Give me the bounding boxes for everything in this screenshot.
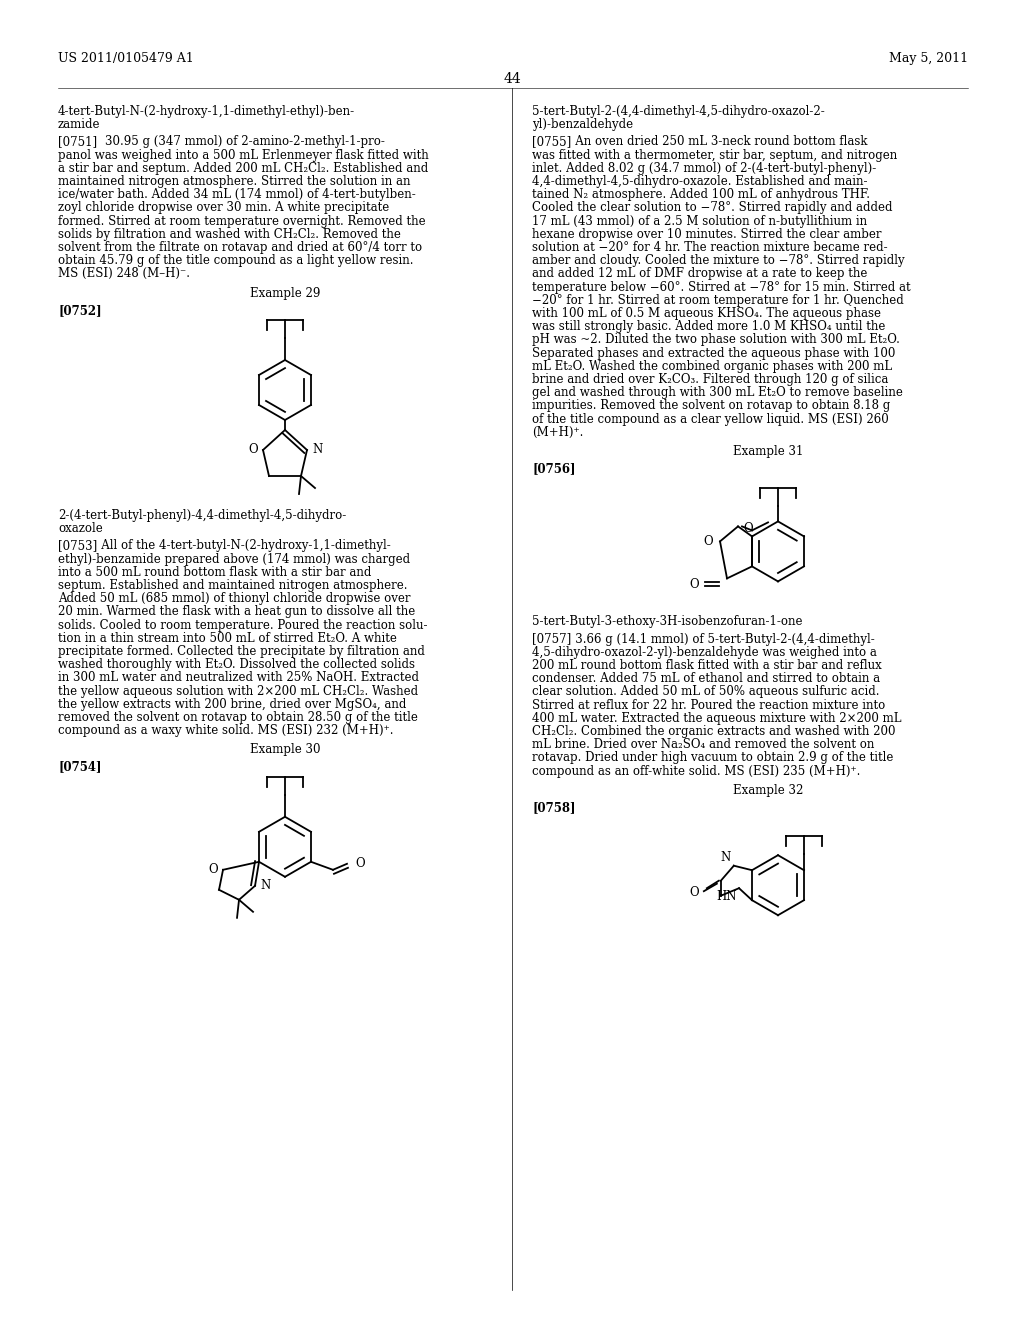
Text: Cooled the clear solution to −78°. Stirred rapidly and added: Cooled the clear solution to −78°. Stirr…: [532, 202, 893, 214]
Text: O: O: [703, 535, 713, 548]
Text: solids. Cooled to room temperature. Poured the reaction solu-: solids. Cooled to room temperature. Pour…: [58, 619, 427, 631]
Text: gel and washed through with 300 mL Et₂O to remove baseline: gel and washed through with 300 mL Et₂O …: [532, 387, 903, 399]
Text: tained N₂ atmosphere. Added 100 mL of anhydrous THF.: tained N₂ atmosphere. Added 100 mL of an…: [532, 189, 870, 201]
Text: inlet. Added 8.02 g (34.7 mmol) of 2-(4-tert-butyl-phenyl)-: inlet. Added 8.02 g (34.7 mmol) of 2-(4-…: [532, 162, 877, 174]
Text: ice/water bath. Added 34 mL (174 mmol) of 4-tert-butylben-: ice/water bath. Added 34 mL (174 mmol) o…: [58, 189, 416, 201]
Text: O: O: [249, 444, 258, 457]
Text: An oven dried 250 mL 3-neck round bottom flask: An oven dried 250 mL 3-neck round bottom…: [564, 136, 867, 148]
Text: CH₂Cl₂. Combined the organic extracts and washed with 200: CH₂Cl₂. Combined the organic extracts an…: [532, 725, 896, 738]
Text: the yellow extracts with 200 brine, dried over MgSO₄, and: the yellow extracts with 200 brine, drie…: [58, 698, 407, 710]
Text: Example 31: Example 31: [733, 445, 803, 458]
Text: O: O: [355, 857, 365, 870]
Text: 400 mL water. Extracted the aqueous mixture with 2×200 mL: 400 mL water. Extracted the aqueous mixt…: [532, 711, 901, 725]
Text: tion in a thin stream into 500 mL of stirred Et₂O. A white: tion in a thin stream into 500 mL of sti…: [58, 632, 397, 644]
Text: All of the 4-tert-butyl-N-(2-hydroxy-1,1-dimethyl-: All of the 4-tert-butyl-N-(2-hydroxy-1,1…: [90, 540, 391, 552]
Text: O: O: [689, 578, 699, 591]
Text: [0752]: [0752]: [58, 304, 101, 317]
Text: hexane dropwise over 10 minutes. Stirred the clear amber: hexane dropwise over 10 minutes. Stirred…: [532, 228, 882, 240]
Text: brine and dried over K₂CO₃. Filtered through 120 g of silica: brine and dried over K₂CO₃. Filtered thr…: [532, 374, 889, 385]
Text: MS (ESI) 248 (M–H)⁻.: MS (ESI) 248 (M–H)⁻.: [58, 268, 190, 280]
Text: zoyl chloride dropwise over 30 min. A white precipitate: zoyl chloride dropwise over 30 min. A wh…: [58, 202, 389, 214]
Text: [0751]: [0751]: [58, 136, 97, 148]
Text: was still strongly basic. Added more 1.0 M KHSO₄ until the: was still strongly basic. Added more 1.0…: [532, 321, 886, 333]
Text: [0756]: [0756]: [532, 462, 575, 475]
Text: N: N: [260, 879, 270, 892]
Text: O: O: [209, 863, 218, 876]
Text: 17 mL (43 mmol) of a 2.5 M solution of n-butyllithium in: 17 mL (43 mmol) of a 2.5 M solution of n…: [532, 215, 867, 227]
Text: 3.66 g (14.1 mmol) of 5-tert-Butyl-2-(4,4-dimethyl-: 3.66 g (14.1 mmol) of 5-tert-Butyl-2-(4,…: [564, 632, 874, 645]
Text: solids by filtration and washed with CH₂Cl₂. Removed the: solids by filtration and washed with CH₂…: [58, 228, 400, 240]
Text: obtain 45.79 g of the title compound as a light yellow resin.: obtain 45.79 g of the title compound as …: [58, 255, 414, 267]
Text: N: N: [721, 850, 731, 863]
Text: septum. Established and maintained nitrogen atmosphere.: septum. Established and maintained nitro…: [58, 579, 408, 591]
Text: zamide: zamide: [58, 119, 100, 131]
Text: 30.95 g (347 mmol) of 2-amino-2-methyl-1-pro-: 30.95 g (347 mmol) of 2-amino-2-methyl-1…: [90, 136, 385, 148]
Text: removed the solvent on rotavap to obtain 28.50 g of the title: removed the solvent on rotavap to obtain…: [58, 711, 418, 723]
Text: solvent from the filtrate on rotavap and dried at 60°/4 torr to: solvent from the filtrate on rotavap and…: [58, 242, 422, 253]
Text: yl)-benzaldehyde: yl)-benzaldehyde: [532, 119, 633, 131]
Text: US 2011/0105479 A1: US 2011/0105479 A1: [58, 51, 194, 65]
Text: Added 50 mL (685 mmol) of thionyl chloride dropwise over: Added 50 mL (685 mmol) of thionyl chlori…: [58, 593, 411, 605]
Text: washed thoroughly with Et₂O. Dissolved the collected solids: washed thoroughly with Et₂O. Dissolved t…: [58, 659, 415, 671]
Text: N: N: [312, 444, 323, 457]
Text: HN: HN: [717, 890, 737, 903]
Text: compound as a waxy white solid. MS (ESI) 232 (M+H)⁺.: compound as a waxy white solid. MS (ESI)…: [58, 725, 393, 737]
Text: 5-tert-Butyl-2-(4,4-dimethyl-4,5-dihydro-oxazol-2-: 5-tert-Butyl-2-(4,4-dimethyl-4,5-dihydro…: [532, 106, 824, 117]
Text: temperature below −60°. Stirred at −78° for 15 min. Stirred at: temperature below −60°. Stirred at −78° …: [532, 281, 910, 293]
Text: panol was weighed into a 500 mL Erlenmeyer flask fitted with: panol was weighed into a 500 mL Erlenmey…: [58, 149, 429, 161]
Text: of the title compound as a clear yellow liquid. MS (ESI) 260: of the title compound as a clear yellow …: [532, 413, 889, 425]
Text: clear solution. Added 50 mL of 50% aqueous sulfuric acid.: clear solution. Added 50 mL of 50% aqueo…: [532, 685, 880, 698]
Text: −20° for 1 hr. Stirred at room temperature for 1 hr. Quenched: −20° for 1 hr. Stirred at room temperatu…: [532, 294, 904, 306]
Text: impurities. Removed the solvent on rotavap to obtain 8.18 g: impurities. Removed the solvent on rotav…: [532, 400, 890, 412]
Text: O: O: [689, 886, 698, 899]
Text: oxazole: oxazole: [58, 523, 102, 535]
Text: 20 min. Warmed the flask with a heat gun to dissolve all the: 20 min. Warmed the flask with a heat gun…: [58, 606, 416, 618]
Text: condenser. Added 75 mL of ethanol and stirred to obtain a: condenser. Added 75 mL of ethanol and st…: [532, 672, 880, 685]
Text: 2-(4-tert-Butyl-phenyl)-4,4-dimethyl-4,5-dihydro-: 2-(4-tert-Butyl-phenyl)-4,4-dimethyl-4,5…: [58, 510, 346, 521]
Text: compound as an off-white solid. MS (ESI) 235 (M+H)⁺.: compound as an off-white solid. MS (ESI)…: [532, 764, 860, 777]
Text: [0758]: [0758]: [532, 801, 575, 814]
Text: 4,4-dimethyl-4,5-dihydro-oxazole. Established and main-: 4,4-dimethyl-4,5-dihydro-oxazole. Establ…: [532, 176, 867, 187]
Text: [0755]: [0755]: [532, 136, 571, 148]
Text: precipitate formed. Collected the precipitate by filtration and: precipitate formed. Collected the precip…: [58, 645, 425, 657]
Text: mL brine. Dried over Na₂SO₄ and removed the solvent on: mL brine. Dried over Na₂SO₄ and removed …: [532, 738, 874, 751]
Text: the yellow aqueous solution with 2×200 mL CH₂Cl₂. Washed: the yellow aqueous solution with 2×200 m…: [58, 685, 418, 697]
Text: 200 mL round bottom flask fitted with a stir bar and reflux: 200 mL round bottom flask fitted with a …: [532, 659, 882, 672]
Text: Example 32: Example 32: [733, 784, 803, 797]
Text: Stirred at reflux for 22 hr. Poured the reaction mixture into: Stirred at reflux for 22 hr. Poured the …: [532, 698, 886, 711]
Text: solution at −20° for 4 hr. The reaction mixture became red-: solution at −20° for 4 hr. The reaction …: [532, 242, 888, 253]
Text: a stir bar and septum. Added 200 mL CH₂Cl₂. Established and: a stir bar and septum. Added 200 mL CH₂C…: [58, 162, 428, 174]
Text: (M+H)⁺.: (M+H)⁺.: [532, 426, 584, 438]
Text: formed. Stirred at room temperature overnight. Removed the: formed. Stirred at room temperature over…: [58, 215, 426, 227]
Text: 44: 44: [503, 73, 521, 86]
Text: O: O: [743, 523, 753, 536]
Text: [0754]: [0754]: [58, 760, 101, 774]
Text: Example 30: Example 30: [250, 743, 321, 756]
Text: with 100 mL of 0.5 M aqueous KHSO₄. The aqueous phase: with 100 mL of 0.5 M aqueous KHSO₄. The …: [532, 308, 881, 319]
Text: in 300 mL water and neutralized with 25% NaOH. Extracted: in 300 mL water and neutralized with 25%…: [58, 672, 419, 684]
Text: and added 12 mL of DMF dropwise at a rate to keep the: and added 12 mL of DMF dropwise at a rat…: [532, 268, 867, 280]
Text: 5-tert-Butyl-3-ethoxy-3H-isobenzofuran-1-one: 5-tert-Butyl-3-ethoxy-3H-isobenzofuran-1…: [532, 615, 803, 628]
Text: maintained nitrogen atmosphere. Stirred the solution in an: maintained nitrogen atmosphere. Stirred …: [58, 176, 411, 187]
Text: rotavap. Dried under high vacuum to obtain 2.9 g of the title: rotavap. Dried under high vacuum to obta…: [532, 751, 893, 764]
Text: 4-tert-Butyl-N-(2-hydroxy-1,1-dimethyl-ethyl)-ben-: 4-tert-Butyl-N-(2-hydroxy-1,1-dimethyl-e…: [58, 106, 355, 117]
Text: was fitted with a thermometer, stir bar, septum, and nitrogen: was fitted with a thermometer, stir bar,…: [532, 149, 897, 161]
Text: amber and cloudy. Cooled the mixture to −78°. Stirred rapidly: amber and cloudy. Cooled the mixture to …: [532, 255, 904, 267]
Text: ethyl)-benzamide prepared above (174 mmol) was charged: ethyl)-benzamide prepared above (174 mmo…: [58, 553, 411, 565]
Text: May 5, 2011: May 5, 2011: [889, 51, 968, 65]
Text: 4,5-dihydro-oxazol-2-yl)-benzaldehyde was weighed into a: 4,5-dihydro-oxazol-2-yl)-benzaldehyde wa…: [532, 645, 877, 659]
Text: Example 29: Example 29: [250, 286, 321, 300]
Text: mL Et₂O. Washed the combined organic phases with 200 mL: mL Et₂O. Washed the combined organic pha…: [532, 360, 892, 372]
Text: Separated phases and extracted the aqueous phase with 100: Separated phases and extracted the aqueo…: [532, 347, 895, 359]
Text: into a 500 mL round bottom flask with a stir bar and: into a 500 mL round bottom flask with a …: [58, 566, 372, 578]
Text: [0753]: [0753]: [58, 540, 97, 552]
Text: pH was ~2. Diluted the two phase solution with 300 mL Et₂O.: pH was ~2. Diluted the two phase solutio…: [532, 334, 900, 346]
Text: [0757]: [0757]: [532, 632, 571, 645]
